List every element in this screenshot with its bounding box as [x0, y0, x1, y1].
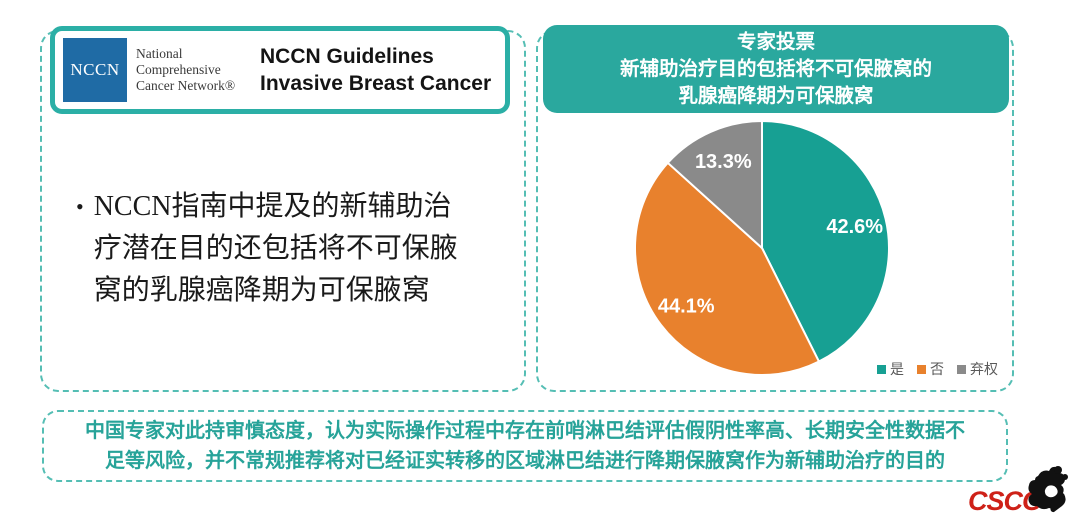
- bullet-text-line1: NCCN指南中提及的新辅助治: [93, 191, 452, 222]
- guidelines-title-line2: Invasive Breast Cancer: [260, 72, 492, 95]
- legend-swatch-icon: [917, 364, 926, 374]
- pie-slice-yes: [761, 119, 890, 363]
- consensus-text-line1: 中国专家对此持审慎态度，认为实际操作过程中存在前哨淋巴结评估假阴性率高、长期安全…: [85, 420, 965, 442]
- pie-slice-abstain: [666, 119, 763, 251]
- nccn-header-box: NCCN National Comprehensive Cancer Netwo…: [50, 26, 510, 114]
- pie-value-label-yes: 42.6%: [826, 216, 883, 238]
- pie-legend: 是 否 弃权: [536, 359, 998, 379]
- nccn-org-name: National Comprehensive Cancer Network®: [136, 46, 236, 93]
- legend-swatch-icon: [957, 364, 966, 374]
- guidelines-title-line1: NCCN Guidelines: [260, 45, 434, 68]
- expert-consensus-box: 中国专家对此持审慎态度，认为实际操作过程中存在前哨淋巴结评估假阴性率高、长期安全…: [42, 410, 1008, 482]
- bullet-text-line2: 疗潜在目的还包括将不可保腋: [93, 233, 458, 264]
- csco-figure-icon: [1028, 466, 1068, 513]
- nccn-logo-acronym: NCCN: [70, 60, 120, 79]
- guidelines-title: NCCN Guidelines Invasive Breast Cancer: [260, 43, 491, 97]
- pie-value-label-abstain: 13.3%: [695, 151, 752, 173]
- bullet-text-line3: 窝的乳腺癌降期为可保腋窝: [93, 275, 430, 306]
- legend-item-yes: 是: [877, 359, 904, 379]
- pie-chart: 42.6% 44.1% 13.3%: [634, 119, 890, 376]
- nccn-logo-icon: NCCN: [63, 38, 127, 102]
- bullet-text: NCCN指南中提及的新辅助治 疗潜在目的还包括将不可保腋 窝的乳腺癌降期为可保腋…: [94, 186, 458, 312]
- legend-label: 是: [890, 361, 904, 377]
- vote-header-line2: 新辅助治疗目的包括将不可保腋窝的: [619, 57, 932, 80]
- bullet-point: • NCCN指南中提及的新辅助治 疗潜在目的还包括将不可保腋 窝的乳腺癌降期为可…: [76, 186, 486, 312]
- vote-header-line1: 专家投票: [736, 30, 815, 53]
- vote-header: 专家投票 新辅助治疗目的包括将不可保腋窝的 乳腺癌降期为可保腋窝: [543, 25, 1009, 113]
- legend-swatch-icon: [877, 364, 886, 374]
- consensus-text-line2: 足等风险，并不常规推荐将对已经证实转移的区域淋巴结进行降期保腋窝作为新辅助治疗的…: [105, 450, 945, 472]
- legend-item-no: 否: [917, 359, 944, 379]
- pie-slice-no: [634, 161, 821, 376]
- pie-value-label-no: 44.1%: [658, 296, 715, 318]
- vote-header-line3: 乳腺癌降期为可保腋窝: [678, 84, 874, 107]
- legend-label: 否: [930, 361, 944, 377]
- legend-label: 弃权: [970, 361, 998, 377]
- legend-item-abstain: 弃权: [957, 359, 998, 379]
- bullet-icon: •: [76, 194, 84, 219]
